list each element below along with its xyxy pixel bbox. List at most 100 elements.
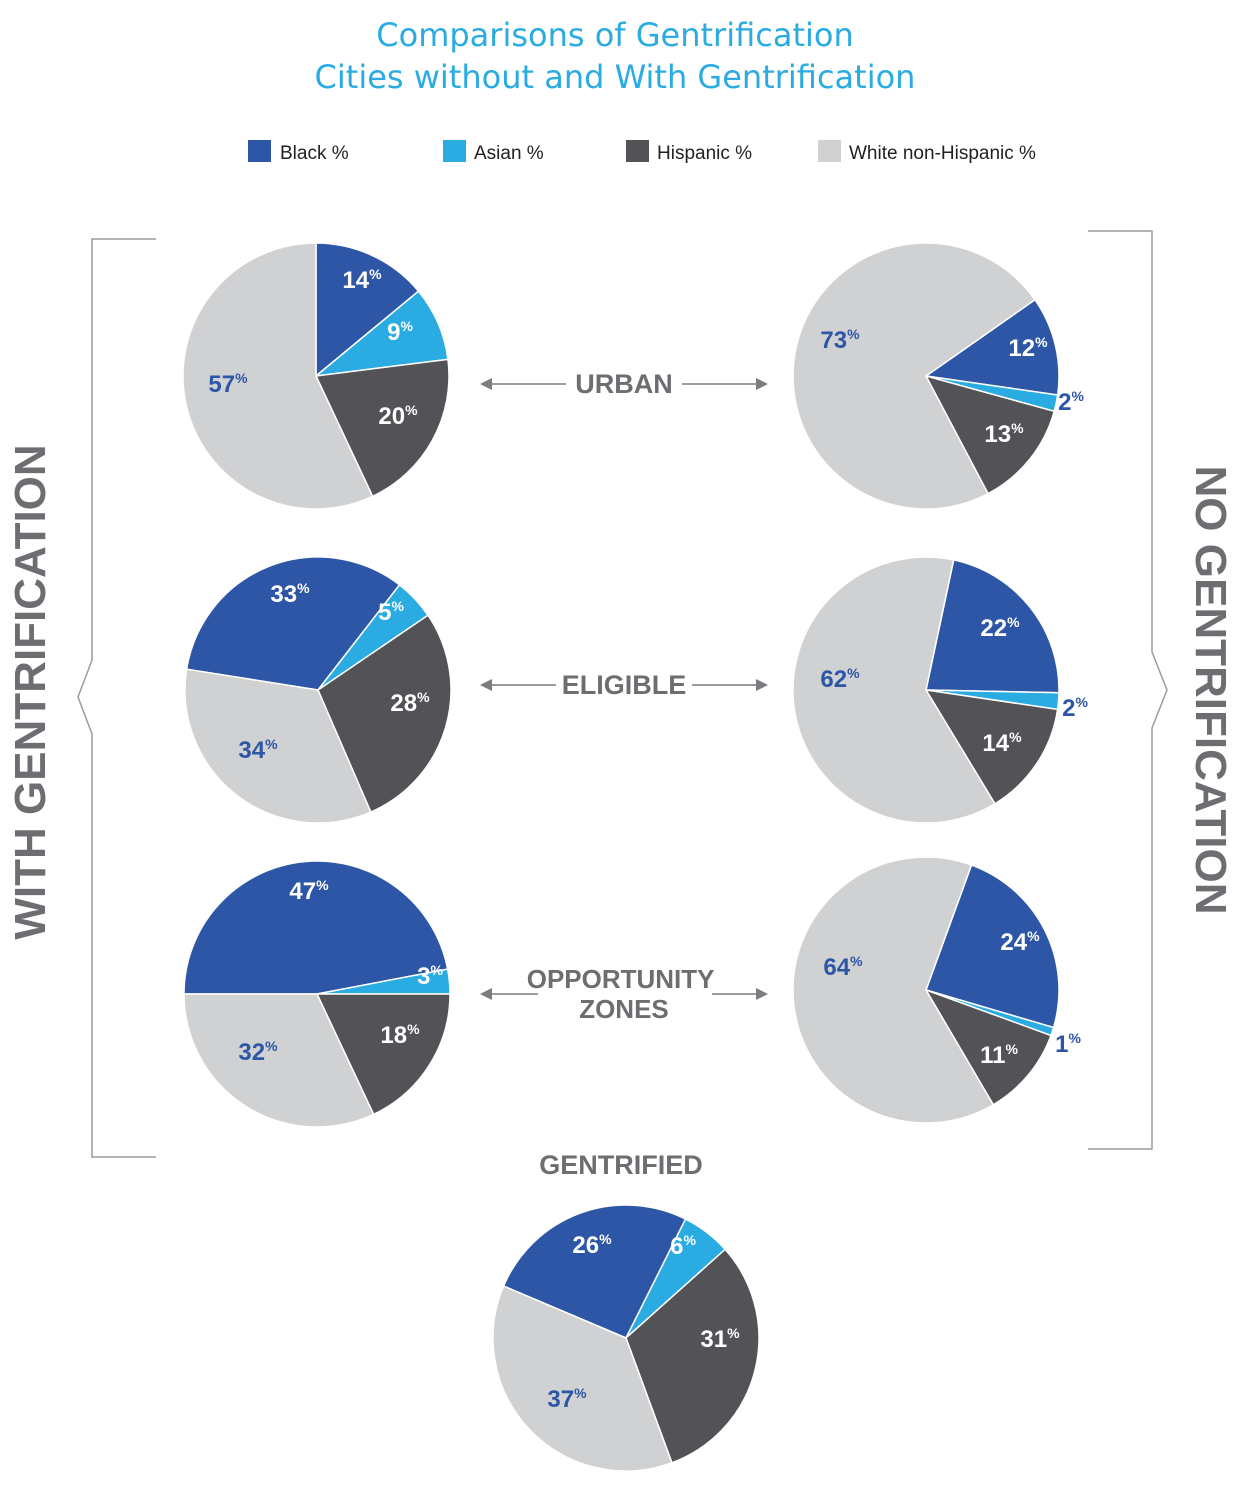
percent-sign: % (1035, 334, 1048, 350)
arrow-head-left (480, 378, 492, 390)
percent-sign: % (369, 266, 382, 282)
percent-sign: % (847, 326, 860, 342)
pie-slice-black (185, 556, 401, 691)
pie-data-value: 2 (1058, 389, 1071, 416)
pie-urban-with: 14%9%20%57% (182, 242, 450, 510)
pie-oz-no: 24%1%11%64% (792, 856, 1081, 1124)
pie-data-value: 73 (820, 327, 847, 354)
percent-sign: % (727, 1325, 740, 1341)
legend-label-hispanic: Hispanic % (657, 143, 752, 164)
row-opportunity-zones: OPPORTUNITY ZONES (480, 964, 768, 1024)
pie-slice-white (184, 668, 372, 824)
pie-slice-white (492, 1285, 673, 1472)
pie-data-value: 20 (378, 403, 405, 430)
pie-slice-black (924, 298, 1060, 396)
percent-sign: % (1011, 420, 1024, 436)
pie-data-label-black: 24% (1000, 928, 1040, 956)
pie-data-label-black: 47% (289, 877, 329, 905)
percent-sign: % (850, 953, 863, 969)
row-label-eligible: ELIGIBLE (562, 670, 687, 700)
pie-slice-hispanic (924, 374, 1056, 495)
percent-sign: % (430, 962, 443, 978)
pie-data-value: 9 (387, 319, 400, 346)
pie-data-value: 37 (547, 1386, 574, 1413)
chart-title: Comparisons of Gentrification (376, 16, 853, 54)
pie-data-value: 13 (984, 421, 1011, 448)
legend-label-white: White non-Hispanic % (849, 143, 1036, 164)
pie-slice-black (315, 242, 420, 378)
percent-sign: % (683, 1232, 696, 1248)
pie-data-label-black: 22% (980, 614, 1020, 642)
percent-sign: % (391, 598, 404, 614)
row-label-opportunity-zones: OPPORTUNITY ZONES (527, 964, 722, 1024)
pie-data-value: 11 (980, 1042, 1005, 1069)
percent-sign: % (265, 1038, 278, 1054)
percent-sign: % (599, 1231, 612, 1247)
pie-eligible-no: 22%2%14%62% (792, 556, 1088, 824)
percent-sign: % (1071, 388, 1084, 404)
pie-data-label-asian: 5% (378, 598, 404, 626)
percent-sign: % (297, 580, 310, 596)
left-bracket (77, 238, 156, 1158)
pie-slice-hispanic (924, 689, 1059, 805)
pie-data-label-white: 62% (820, 665, 860, 693)
side-label-no-gentrification: NO GENTRIFICATION (1186, 466, 1235, 915)
gentrified-label: GENTRIFIED (539, 1150, 703, 1180)
percent-sign: % (1068, 1030, 1081, 1046)
percent-sign: % (265, 736, 278, 752)
pie-data-value: 6 (670, 1233, 683, 1260)
pie-data-label-hispanic: 28% (390, 689, 430, 717)
pie-data-label-black: 26% (572, 1231, 612, 1259)
pie-data-value: 47 (289, 878, 316, 905)
legend-swatch-asian (443, 140, 466, 162)
percent-sign: % (1027, 928, 1040, 944)
pie-data-value: 14 (982, 730, 1009, 757)
pie-data-label-hispanic: 31% (700, 1325, 740, 1353)
pie-slice-white (792, 242, 1036, 510)
pie-data-value: 64 (823, 954, 850, 981)
pie-data-label-white: 37% (547, 1385, 587, 1413)
pie-data-value: 12 (1008, 335, 1035, 362)
pie-data-value: 26 (572, 1232, 599, 1259)
pie-slice-black (925, 864, 1060, 1029)
pie-slice-hispanic (924, 988, 1052, 1106)
arrow-head-left (480, 988, 492, 1000)
legend: Black % Asian % Hispanic % White non-His… (248, 140, 1036, 164)
percent-sign: % (1007, 614, 1020, 630)
right-bracket (1088, 230, 1168, 1150)
pie-data-value: 24 (1000, 929, 1027, 956)
pie-data-value: 57 (208, 371, 235, 398)
pie-data-value: 5 (378, 599, 391, 626)
percent-sign: % (405, 402, 418, 418)
pie-charts: 14%9%20%57%12%2%13%73%33%5%28%34%22%2%14… (182, 242, 1088, 1472)
pie-data-label-hispanic: 11% (980, 1041, 1018, 1069)
pie-slice-hispanic (625, 1248, 760, 1464)
side-label-with-gentrification: WITH GENTRIFICATION (6, 444, 55, 939)
percent-sign: % (847, 665, 860, 681)
pie-slice-black (925, 559, 1060, 694)
pie-data-value: 1 (1055, 1031, 1068, 1058)
arrow-head-right (756, 679, 768, 691)
percent-sign: % (1009, 729, 1022, 745)
pie-data-value: 31 (700, 1326, 727, 1353)
pie-data-label-white: 57% (208, 370, 248, 398)
pie-data-label-asian: 3% (417, 962, 443, 990)
pie-slice-hispanic (315, 993, 451, 1116)
pie-data-label-hispanic: 18% (380, 1021, 420, 1049)
legend-swatch-black (248, 140, 271, 162)
pie-slice-hispanic (317, 614, 452, 814)
pie-data-value: 28 (390, 690, 417, 717)
pie-data-label-asian: 1% (1055, 1030, 1081, 1058)
pie-data-value: 2 (1062, 695, 1075, 722)
pie-data-label-black: 33% (270, 580, 310, 608)
pie-data-label-hispanic: 14% (982, 729, 1022, 757)
pie-gentrified: 26% 6%31%37% (492, 1204, 760, 1472)
row-eligible: ELIGIBLE (480, 670, 768, 700)
row-label-zones-line2: ZONES (579, 994, 669, 1024)
pie-slice-white (182, 242, 374, 510)
pie-data-label-white: 32% (238, 1038, 278, 1066)
pie-data-label-asian: 6% (670, 1232, 696, 1260)
pie-slice-white (183, 993, 375, 1128)
pie-data-label-asian: 2% (1062, 694, 1088, 722)
